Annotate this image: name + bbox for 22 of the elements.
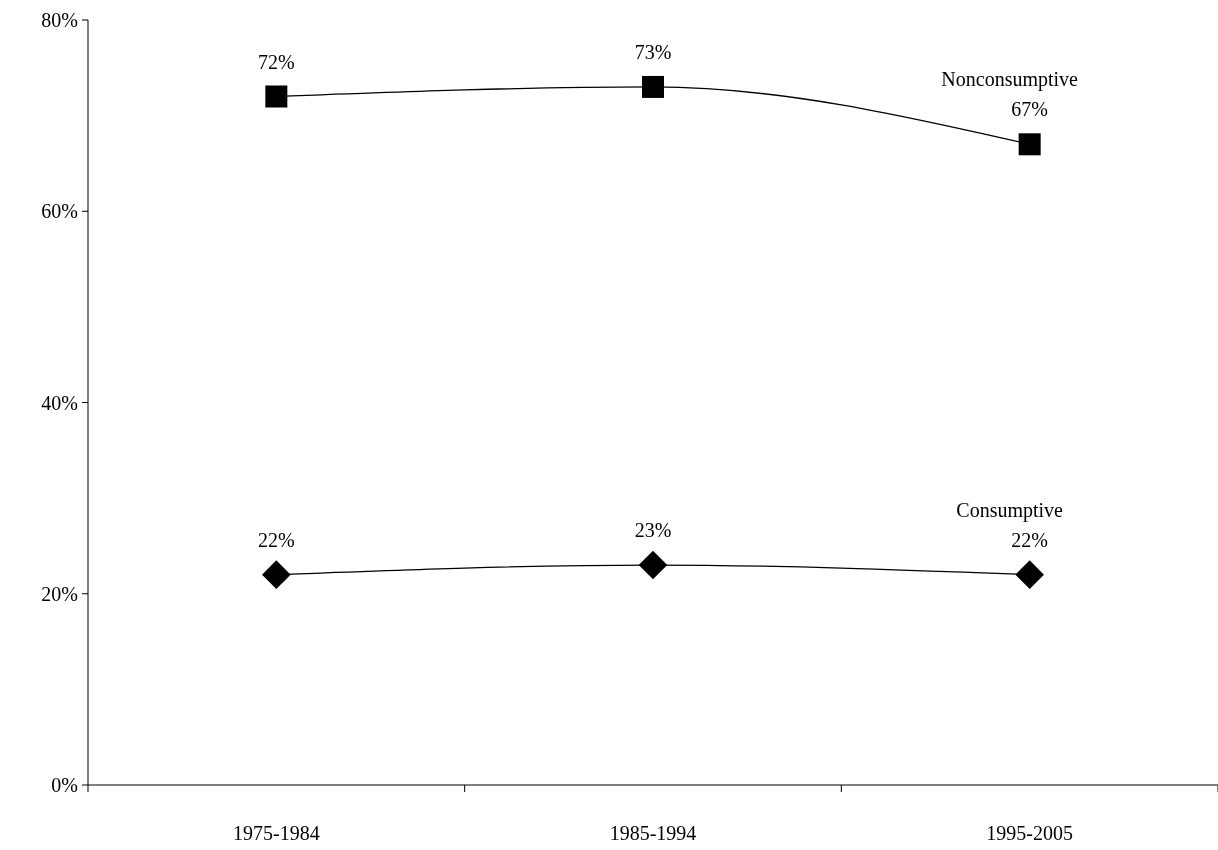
point — [1015, 560, 1044, 589]
series-label: Nonconsumptive — [941, 68, 1079, 92]
point — [642, 75, 664, 98]
point — [638, 550, 668, 580]
data-label: 73% — [634, 40, 672, 63]
point — [1018, 133, 1041, 156]
y-tick-label: 0% — [51, 774, 78, 796]
data-label: 67% — [1011, 98, 1048, 121]
y-tick-label: 80% — [41, 9, 78, 31]
y-tick-label: 40% — [41, 391, 78, 414]
y-tick-label: 60% — [41, 200, 78, 223]
data-label: 72% — [258, 50, 295, 73]
x-tick-label: 1975-1984 — [233, 822, 320, 844]
data-label: 22% — [258, 528, 295, 551]
text: Consumptive — [956, 498, 1064, 522]
point — [265, 85, 288, 108]
y-tick-label: 20% — [41, 582, 78, 605]
data-label: 23% — [634, 519, 672, 542]
point — [262, 560, 291, 589]
x-tick-label: 1985-1994 — [609, 822, 697, 844]
data-label: 22% — [1011, 528, 1048, 551]
x-tick-label: 1995-2005 — [986, 822, 1073, 844]
